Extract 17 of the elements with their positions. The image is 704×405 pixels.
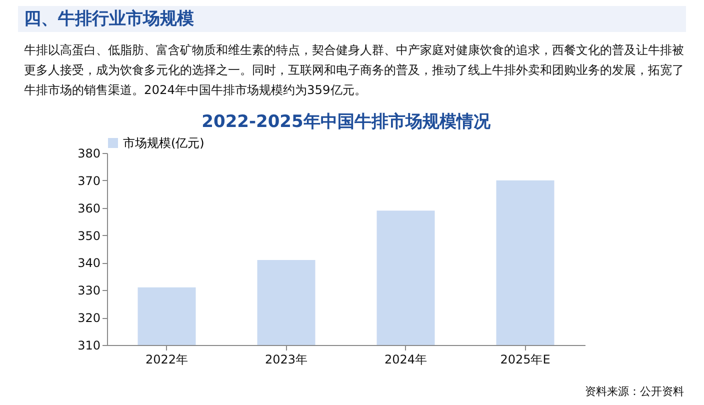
y-tick-label: 340 xyxy=(78,256,100,270)
chart-title: 2022-2025年中国牛排市场规模情况 xyxy=(202,112,492,132)
y-tick-label: 350 xyxy=(78,228,100,243)
y-tick-label: 370 xyxy=(78,174,100,188)
x-tick-label: 2023年 xyxy=(264,352,308,366)
y-tick-label: 310 xyxy=(78,338,100,352)
x-tick-label: 2022年 xyxy=(145,352,188,366)
y-tick-label: 330 xyxy=(78,284,100,298)
y-tick-label: 360 xyxy=(78,201,100,216)
text: 资料来源：公开资料 xyxy=(585,384,684,399)
x-tick-label: 2025年E xyxy=(500,352,550,366)
text: 牛排以高蛋白、低脂肪、富含矿物质和维生素的特点，契合健身人群、中产家庭对健康饮食的追求，西餐文化的普及让牛排被更多人接受，成为饮食多元化的选择之一。同时，互联网和电子商务的普及，推动了线上牛排外卖和团购业务的发展，拓宽了牛排市场的销售渠道。2024年中国牛排市场规模约为359亿元。 xyxy=(24,42,685,99)
y-tick-label: 380 xyxy=(78,146,100,160)
x-tick-label: 2024年 xyxy=(384,352,428,366)
y-tick-label: 320 xyxy=(78,311,100,326)
text: 四、牛排行业市场规模 xyxy=(18,6,686,32)
legend-label: 市场规模(亿元) xyxy=(123,136,204,150)
